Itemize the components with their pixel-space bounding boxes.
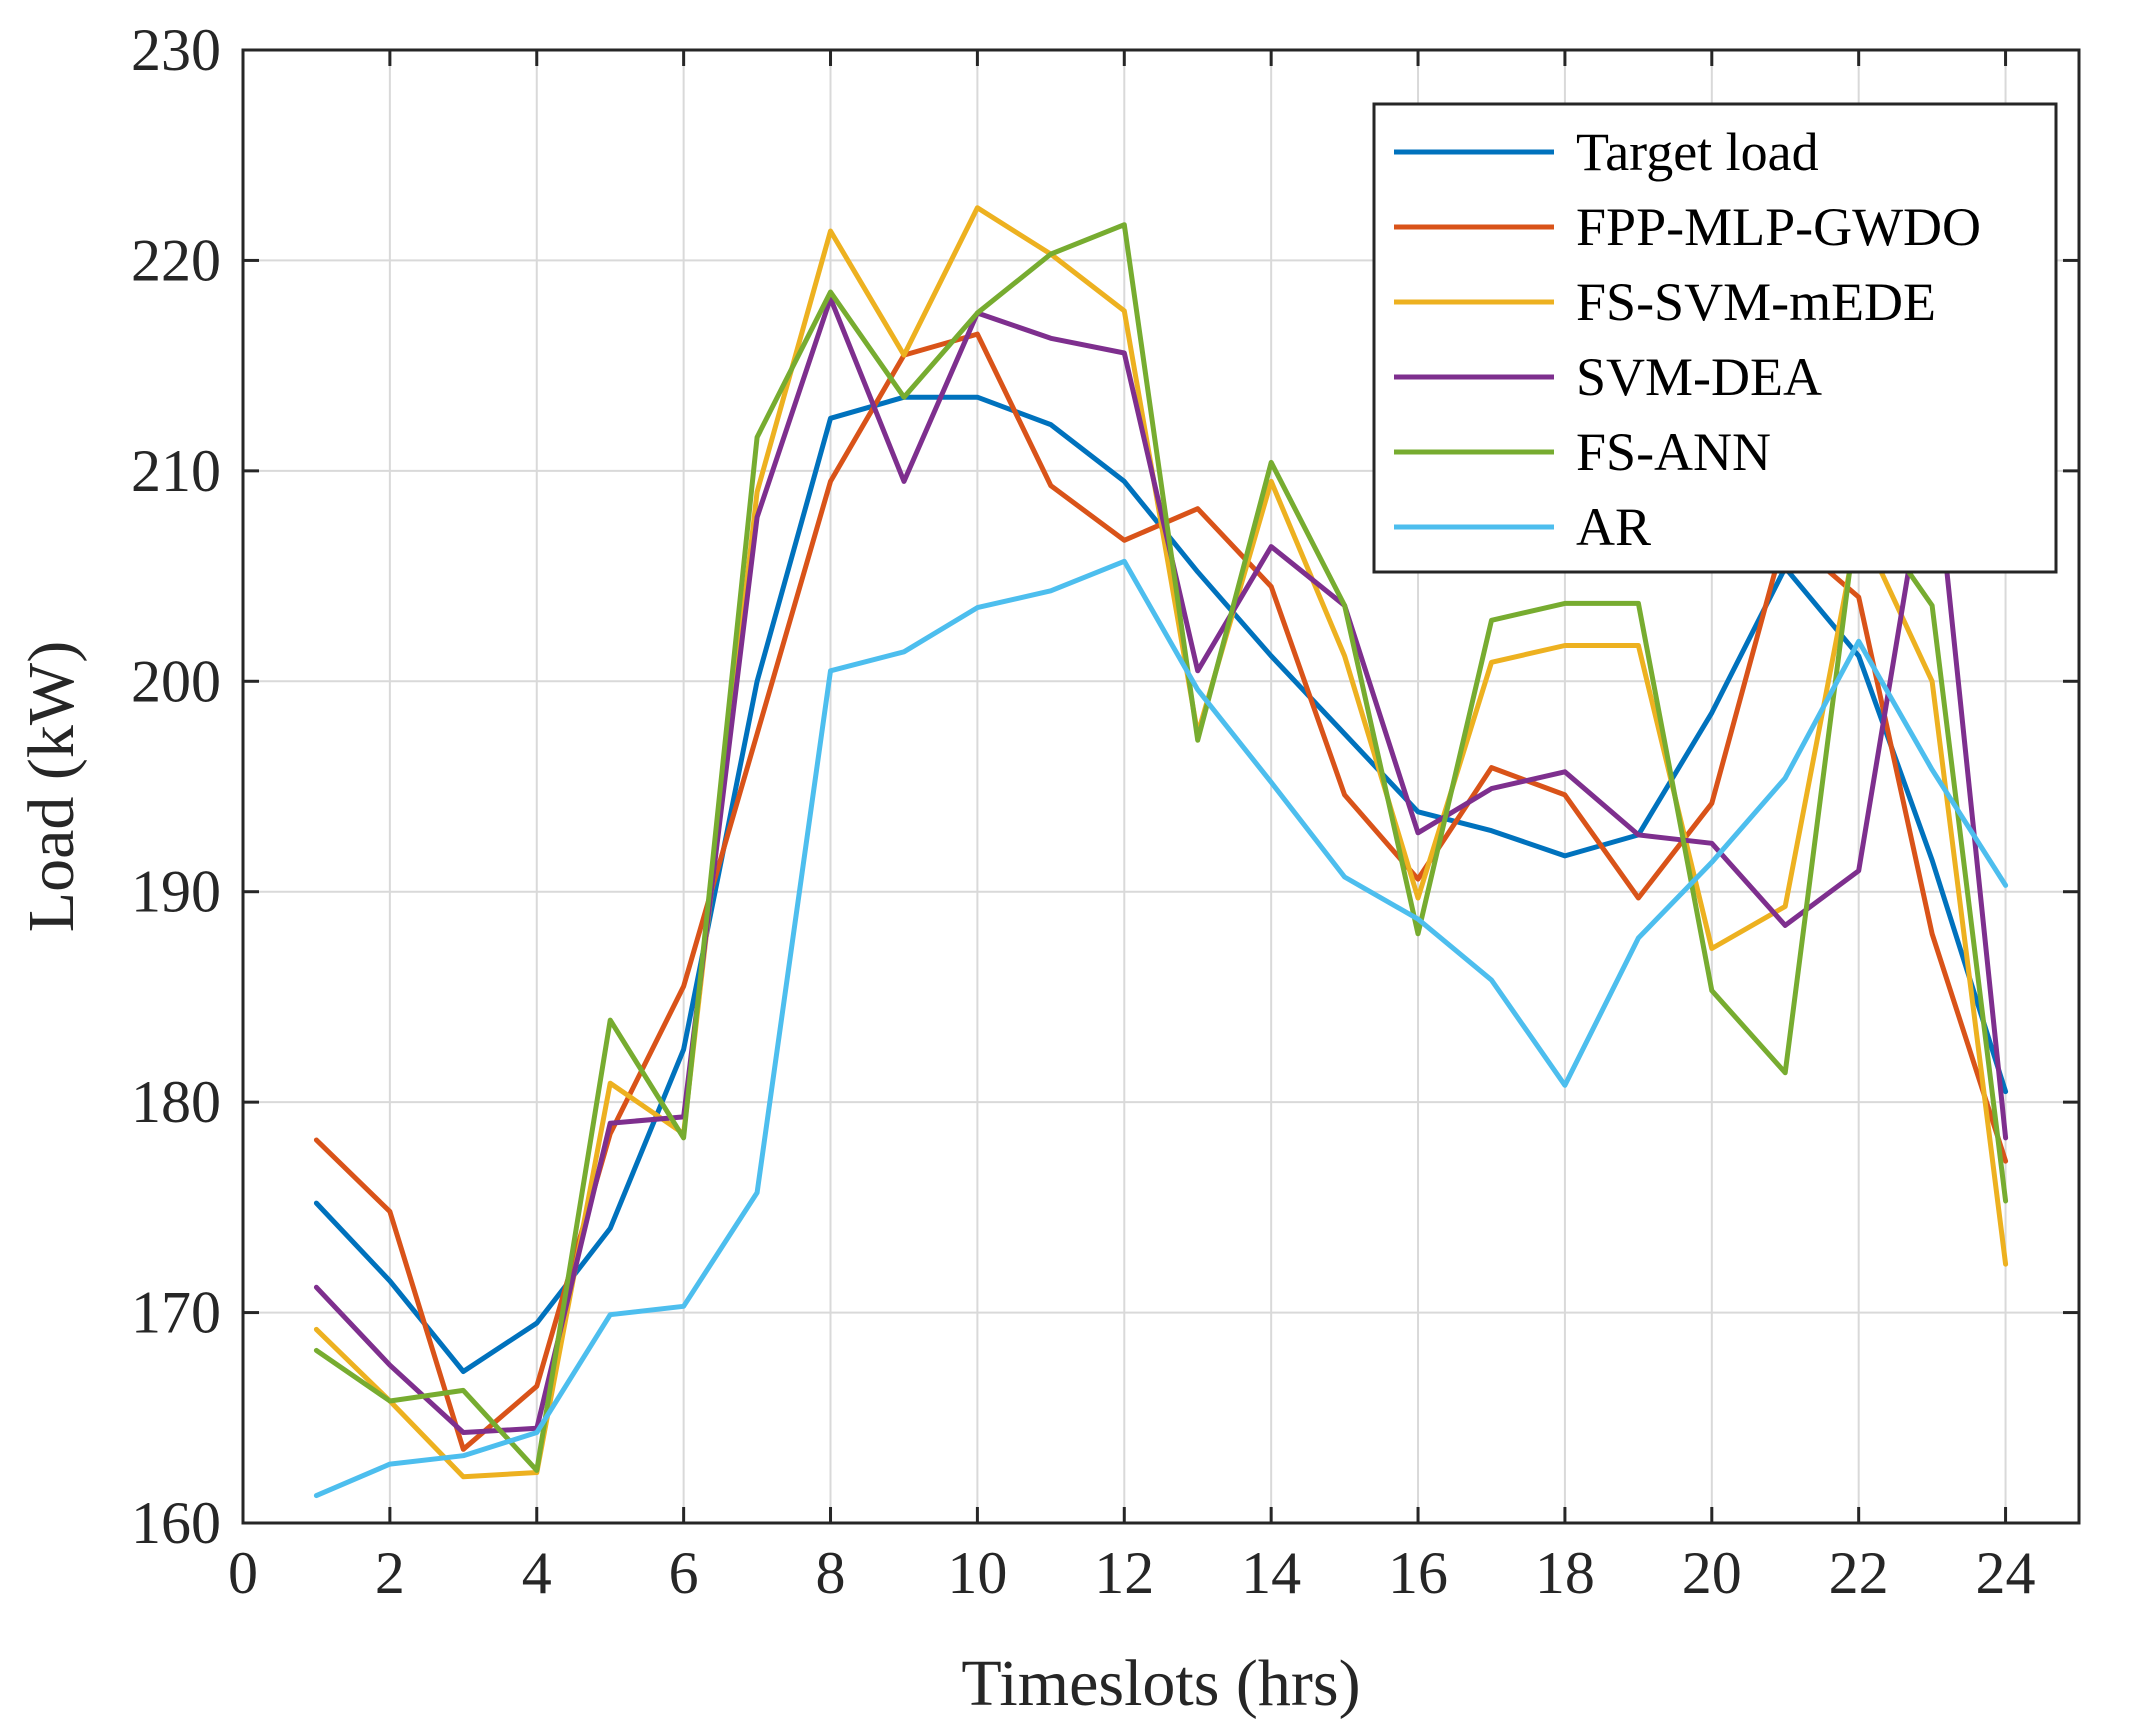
x-tick-label: 0 [228,1540,258,1606]
legend-label: FPP-MLP-GWDO [1576,197,1981,257]
x-tick-label: 22 [1829,1540,1889,1606]
legend-box [1372,102,2058,574]
x-tick-label: 12 [1094,1540,1154,1606]
x-axis-title: Timeslots (hrs) [961,1647,1360,1720]
y-tick-label: 210 [131,438,221,504]
legend-label: SVM-DEA [1576,347,1822,407]
x-tick-label: 24 [1976,1540,2036,1606]
legend-label: AR [1576,497,1651,557]
series-lines [313,205,2009,1499]
x-tick-label: 4 [522,1540,552,1606]
x-tick-label: 14 [1241,1540,1301,1606]
y-axis-title: Load (kW) [15,641,88,932]
plot-area-frame [241,48,2081,1525]
x-tick-label: 10 [947,1540,1007,1606]
x-tick-label: 18 [1535,1540,1595,1606]
x-tick-label: 2 [375,1540,405,1606]
tick-labels: 0 2 4 6 8 10 12 14 16 18 20 22 241601701801902002102… [131,17,2036,1606]
legend-label: FS-ANN [1576,422,1771,482]
x-tick-label: 8 [816,1540,846,1606]
legend: Target load FPP-MLP-GWDO FS-SVM-mEDE SVM-DE… [1372,102,2058,574]
y-tick-label: 190 [131,859,221,925]
y-tick-label: 230 [131,17,221,83]
legend-label: Target load [1576,122,1819,182]
series-line-fs-ann [313,222,2009,1473]
x-tick-label: 6 [669,1540,699,1606]
series-line-ar [313,558,2009,1499]
y-tick-label: 160 [131,1490,221,1556]
y-tick-label: 220 [131,227,221,293]
y-tick-label: 170 [131,1280,221,1346]
x-tick-label: 16 [1388,1540,1448,1606]
y-tick-label: 200 [131,648,221,714]
axis-ticks [241,48,2079,1525]
y-tick-label: 180 [131,1069,221,1135]
series-line-svm-dea [313,295,2009,1435]
legend-label: FS-SVM-mEDE [1576,272,1936,332]
x-tick-label: 20 [1682,1540,1742,1606]
